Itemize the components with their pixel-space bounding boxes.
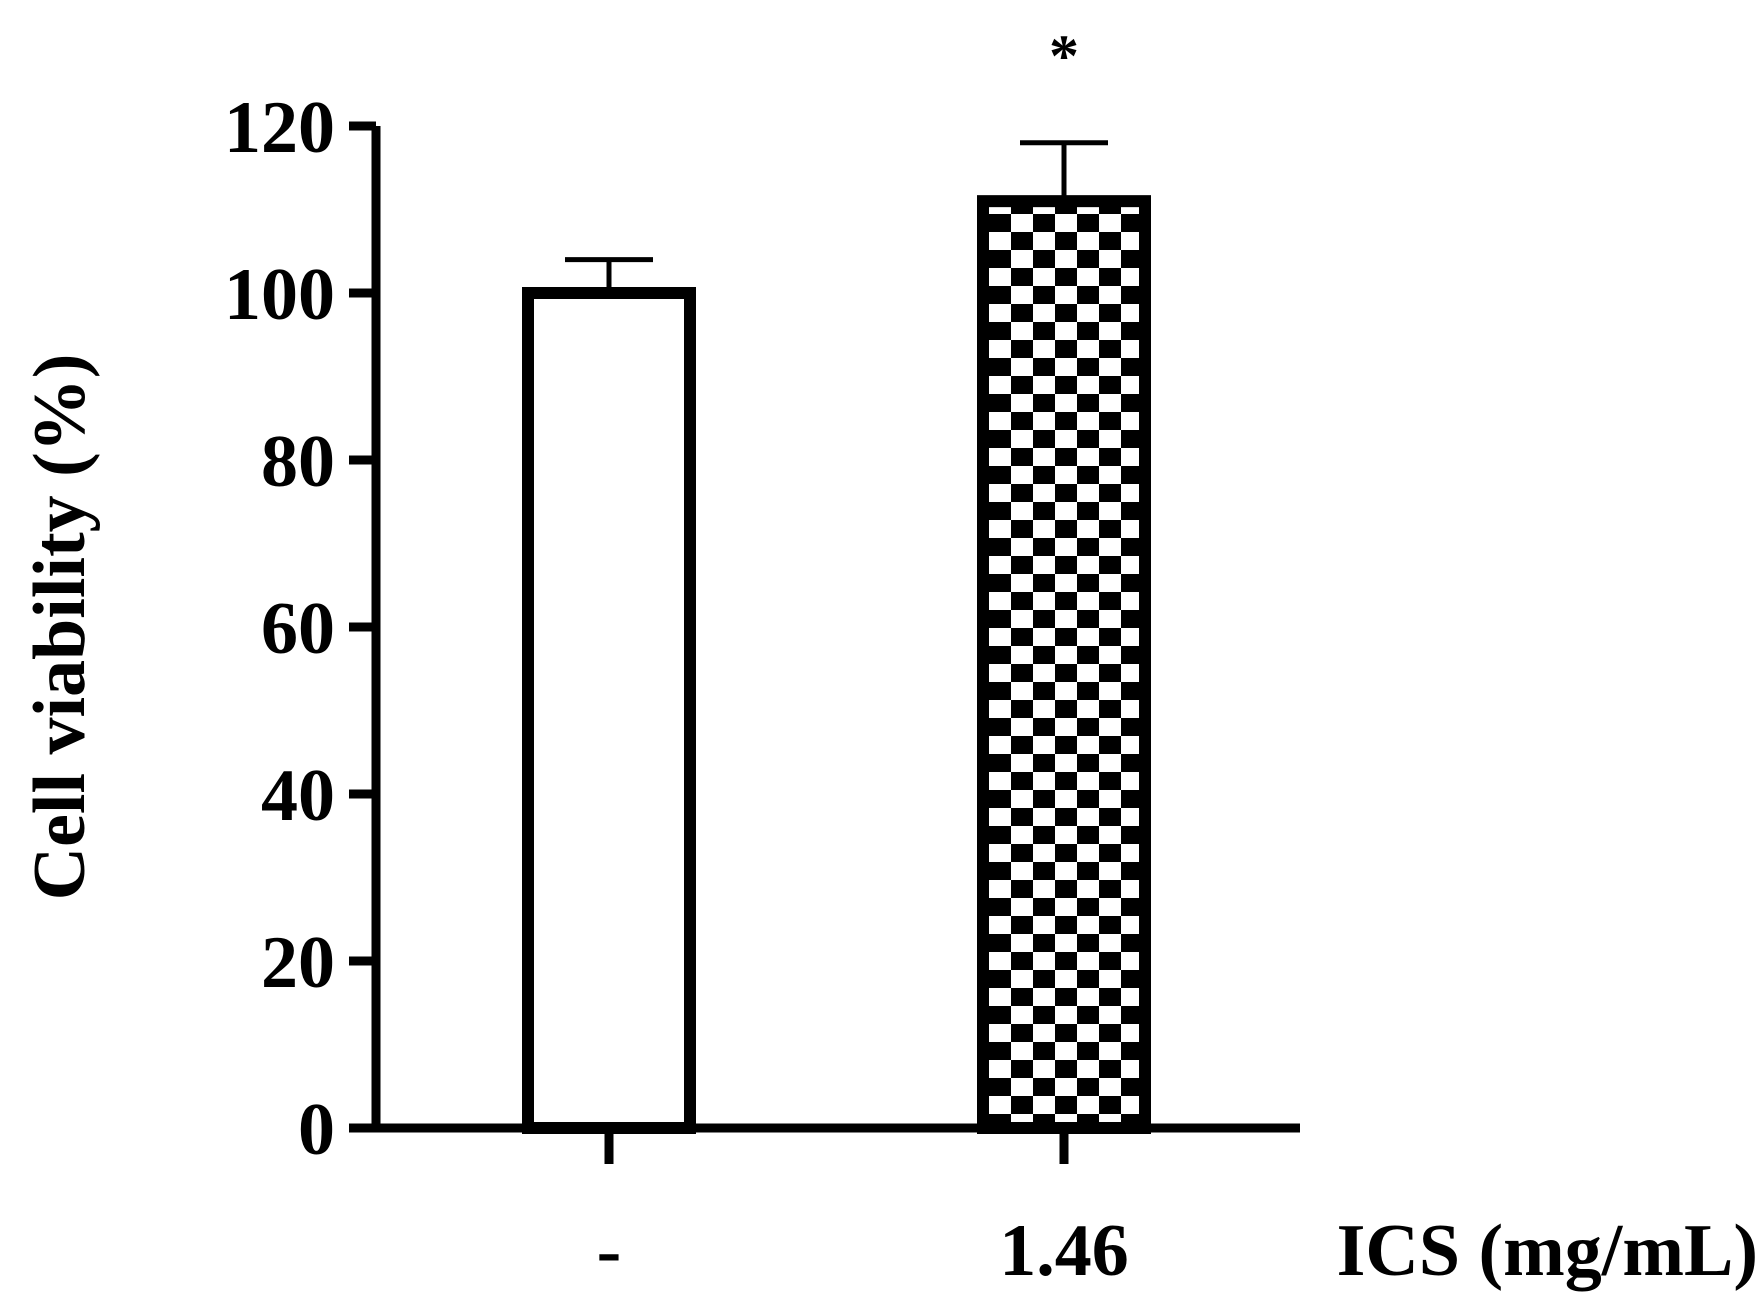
y-tick-label: 40 [261, 755, 335, 837]
y-tick-label: 100 [224, 254, 335, 336]
x-tick-label: 1.46 [999, 1210, 1129, 1292]
y-axis-title: Cell viability (%) [19, 354, 101, 901]
bar [977, 195, 1151, 1134]
x-tick-label: - [597, 1210, 622, 1292]
axes [349, 121, 1300, 1164]
y-tick-label: 120 [224, 87, 335, 169]
y-tick-label: 0 [298, 1089, 335, 1171]
y-tick-label: 20 [261, 922, 335, 1004]
y-tick-label: 80 [261, 421, 335, 503]
x-axis-title: ICS (mg/mL) [1337, 1210, 1758, 1292]
bar [522, 287, 696, 1134]
labels: Cell viability (%) ICS (mg/mL) 0 20 40 60 80… [19, 23, 1758, 1292]
bars [522, 140, 1151, 1134]
y-tick-label: 60 [261, 588, 335, 670]
significance-marker: * [1049, 23, 1079, 89]
